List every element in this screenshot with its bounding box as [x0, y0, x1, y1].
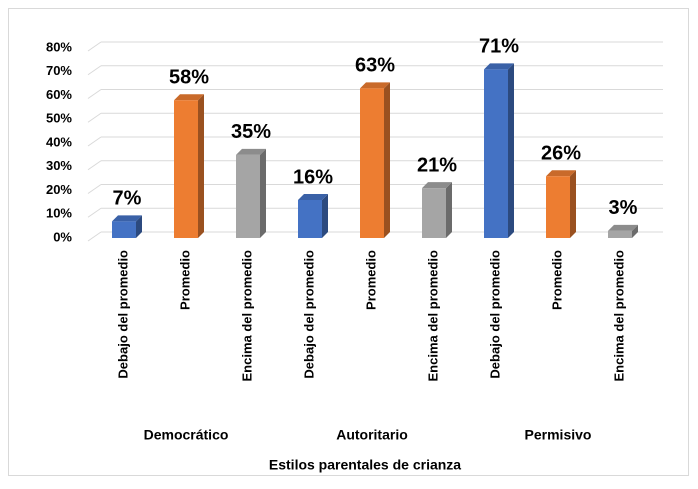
bar-top [546, 170, 576, 177]
y-tick-label: 10% [46, 206, 72, 221]
x-tick-label: Encima del promedio [611, 250, 626, 382]
grid-line [87, 112, 102, 123]
grid-line [87, 65, 102, 76]
data-label: 3% [609, 197, 638, 219]
bar-top [236, 148, 266, 155]
bar-side [632, 224, 638, 238]
y-tick-label: 80% [46, 39, 72, 54]
x-tick-label: Encima del promedio [425, 250, 440, 382]
data-label: 63% [355, 55, 395, 77]
y-tick-label: 50% [46, 111, 72, 126]
bar-top [608, 224, 638, 231]
chart-frame [8, 8, 689, 476]
bar-top [298, 194, 328, 200]
x-tick-label: Debajo del promedio [115, 250, 130, 379]
data-label: 16% [293, 166, 333, 188]
group-label: Permisivo [525, 427, 592, 443]
grid-line [87, 136, 102, 147]
x-tick-label: Promedio [549, 250, 564, 310]
data-label: 7% [113, 188, 142, 210]
y-tick-label: 20% [46, 182, 72, 197]
data-label: 35% [231, 121, 271, 143]
x-tick-label: Promedio [177, 250, 192, 310]
x-tick-label: Promedio [363, 250, 378, 310]
y-tick-label: 0% [53, 229, 72, 244]
x-tick-label: Debajo del promedio [301, 250, 316, 379]
bar [422, 188, 446, 238]
y-tick-label: 60% [46, 87, 72, 102]
bar-top [112, 215, 142, 222]
bar-top [360, 82, 390, 89]
bar [298, 200, 322, 238]
data-label: 21% [417, 154, 457, 176]
bar [484, 69, 508, 238]
grid-line [87, 231, 102, 242]
bar-side [384, 82, 390, 238]
grid-line [87, 41, 102, 52]
bar-side [570, 170, 576, 238]
bar-side [260, 148, 266, 238]
bar-side [136, 215, 142, 238]
bar [236, 154, 260, 238]
data-label: 26% [541, 143, 581, 165]
y-tick-label: 30% [46, 158, 72, 173]
grid-line [87, 184, 102, 194]
bar [546, 176, 570, 238]
bar [174, 100, 198, 238]
bar-side [446, 182, 452, 238]
bar-top [174, 94, 204, 101]
y-tick-label: 70% [46, 63, 72, 78]
group-label: Democrático [144, 427, 229, 443]
bar-side [322, 194, 328, 238]
data-label: 71% [479, 36, 519, 58]
bar-top [422, 182, 452, 189]
bar-side [198, 94, 204, 238]
bar [360, 88, 384, 238]
x-tick-label: Encima del promedio [239, 250, 254, 382]
x-tick-label: Debajo del promedio [487, 250, 502, 379]
bar-top [484, 63, 514, 70]
group-label: Autoritario [336, 427, 408, 443]
grid-line [87, 89, 102, 99]
bar [608, 230, 632, 238]
bar [112, 221, 136, 238]
data-label: 58% [169, 67, 209, 89]
grid-line [87, 207, 102, 218]
bar-side [508, 63, 514, 238]
y-tick-label: 40% [46, 134, 72, 149]
x-axis-title: Estilos parentales de crianza [269, 457, 461, 473]
grid-line [87, 160, 102, 171]
